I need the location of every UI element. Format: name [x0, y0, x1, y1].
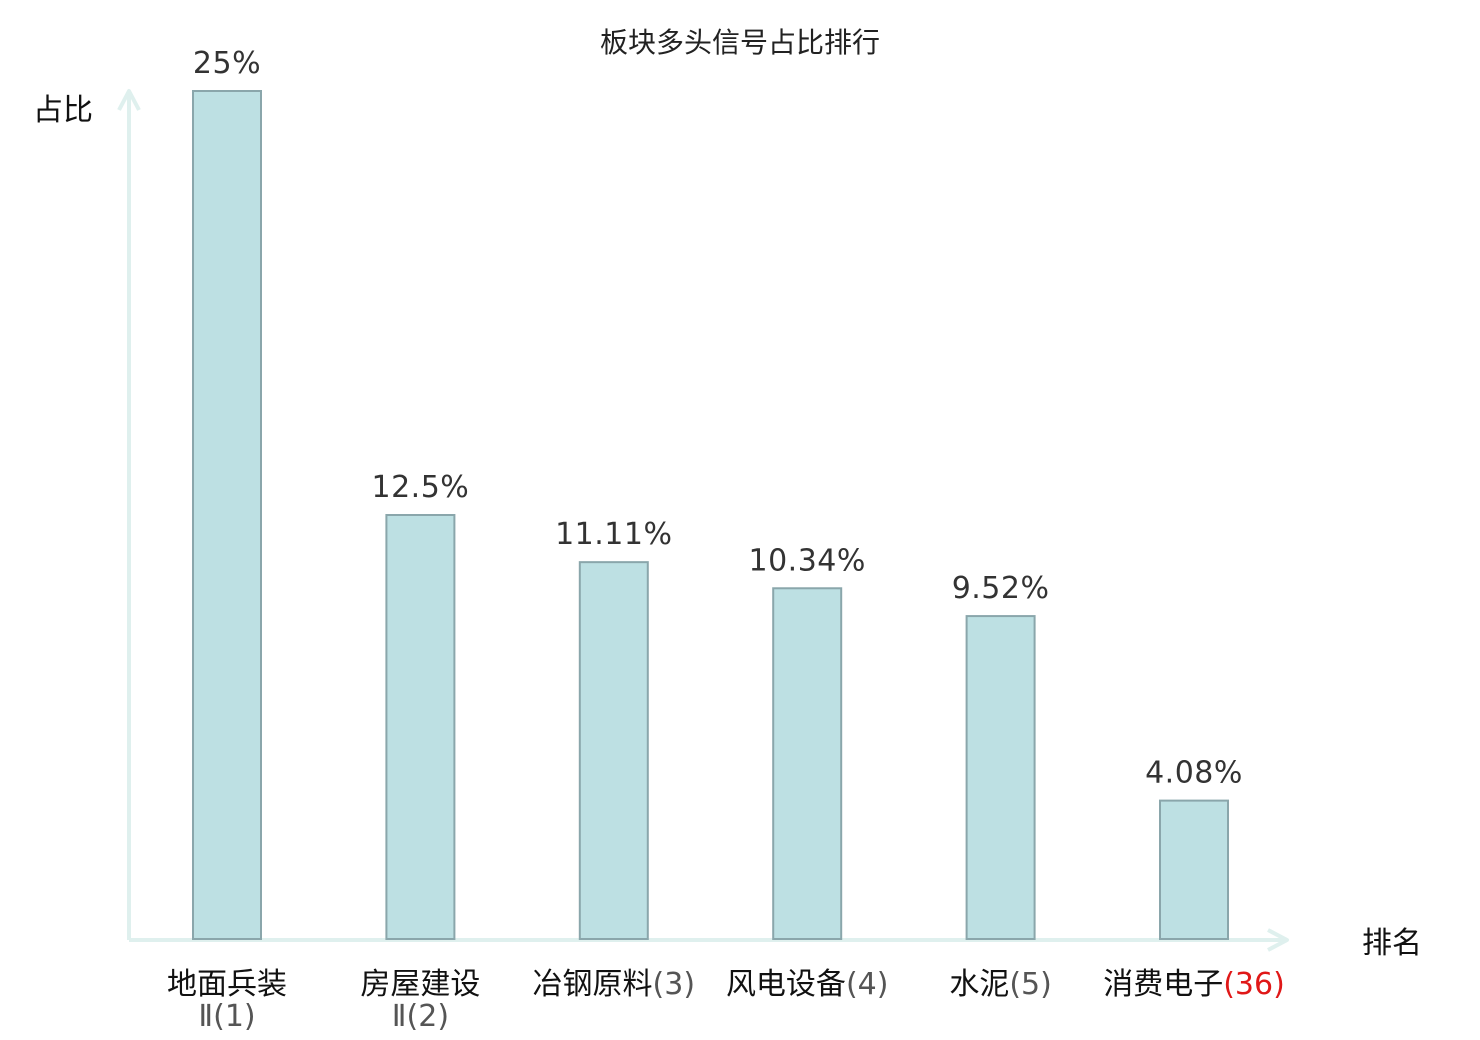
x-tick-label-name: 房屋建设 — [360, 967, 480, 1002]
x-tick-label-rank: (36) — [1223, 967, 1285, 1002]
x-tick-label-rank: Ⅱ(1) — [198, 999, 255, 1034]
data-label: 12.5% — [371, 470, 469, 505]
data-label: 9.52% — [952, 571, 1050, 606]
value-labels: 25% 12.5% 11.11% 10.34% 9.52% 4.08% — [193, 46, 1243, 791]
x-tick-label: 房屋建设 Ⅱ(2) — [360, 967, 480, 1034]
category-labels: 地面兵装 Ⅱ(1)房屋建设 Ⅱ(2)冶钢原料(3) 风电设备(4) 水泥(5) 消费电子(… — [167, 967, 1285, 1034]
x-tick-label: 冶钢原料(3) — [533, 967, 696, 1002]
x-tick-label: 地面兵装 Ⅱ(1) — [167, 967, 287, 1034]
bars — [192, 90, 1229, 940]
bar — [965, 615, 1036, 940]
data-label: 11.11% — [555, 517, 672, 552]
x-axis-label: 排名 — [1362, 926, 1422, 961]
data-label: 4.08% — [1145, 756, 1243, 791]
x-tick-label-name: 水泥 — [949, 967, 1009, 1002]
data-label: 25% — [193, 46, 261, 81]
bar — [578, 561, 649, 940]
y-axis-arrow — [117, 89, 141, 111]
x-tick-label-rank: (5) — [1009, 967, 1052, 1002]
x-tick-label-name: 风电设备 — [726, 967, 846, 1002]
axes — [117, 89, 1289, 952]
y-axis-label: 占比 — [33, 93, 93, 128]
data-label: 10.34% — [749, 543, 866, 578]
x-tick-label-rank: Ⅱ(2) — [392, 999, 449, 1034]
x-tick-label: 消费电子(36) — [1103, 967, 1285, 1002]
bar — [385, 514, 456, 940]
x-tick-label-rank: (4) — [846, 967, 889, 1002]
x-tick-label-name: 地面兵装 — [167, 967, 287, 1002]
bar — [192, 90, 262, 940]
x-tick-label-name: 冶钢原料 — [533, 967, 653, 1002]
chart-title: 板块多头信号占比排行 — [600, 26, 880, 59]
x-axis-arrow — [1267, 928, 1289, 952]
bar — [1159, 799, 1229, 940]
x-tick-label-name: 消费电子 — [1103, 967, 1223, 1002]
x-tick-label: 风电设备(4) — [726, 967, 889, 1002]
x-tick-label-rank: (3) — [653, 967, 696, 1002]
x-tick-label: 水泥(5) — [949, 967, 1052, 1002]
bar — [772, 587, 843, 940]
